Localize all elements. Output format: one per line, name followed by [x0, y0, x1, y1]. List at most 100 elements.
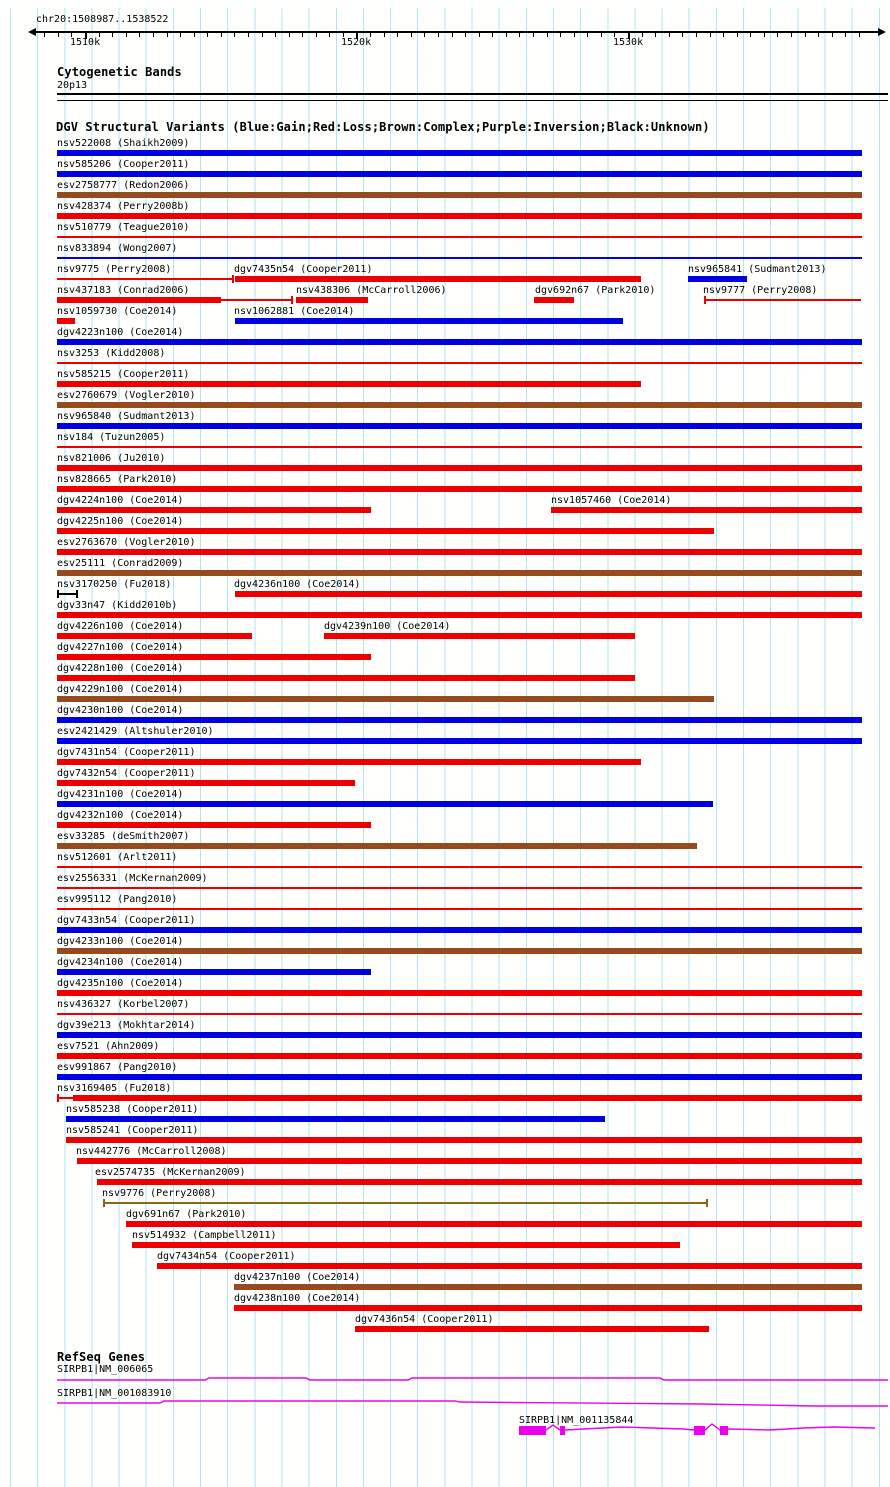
- variant-bar[interactable]: [57, 780, 355, 786]
- ruler-minor-tick: [505, 33, 507, 37]
- variant-bar[interactable]: [73, 1095, 862, 1101]
- variant-bar[interactable]: [57, 843, 697, 849]
- variant-bar[interactable]: [57, 738, 862, 744]
- ruler-minor-tick: [98, 33, 100, 37]
- variant-bar[interactable]: [57, 423, 862, 429]
- variant-end-tick[interactable]: [291, 296, 293, 304]
- variant-label: dgv4224n100 (Coe2014): [57, 495, 184, 506]
- variant-bar[interactable]: [234, 1284, 862, 1290]
- variant-bar[interactable]: [355, 1326, 709, 1332]
- variant-line[interactable]: [57, 1097, 73, 1099]
- variant-bar[interactable]: [534, 297, 574, 303]
- variant-bar[interactable]: [57, 675, 635, 681]
- ruler-minor-tick: [763, 33, 765, 37]
- variant-bar[interactable]: [57, 570, 862, 576]
- ruler-minor-tick: [180, 33, 181, 37]
- variant-bar[interactable]: [57, 822, 371, 828]
- variant-bar[interactable]: [57, 528, 714, 534]
- ruler-minor-tick: [370, 33, 372, 37]
- ruler-minor-tick: [247, 33, 249, 37]
- variant-line[interactable]: [704, 299, 861, 301]
- variant-bar[interactable]: [57, 696, 714, 702]
- variant-line[interactable]: [57, 278, 233, 280]
- variant-bar[interactable]: [57, 192, 862, 198]
- variant-bar[interactable]: [57, 402, 862, 408]
- variant-bar[interactable]: [296, 297, 368, 303]
- variant-end-tick[interactable]: [706, 1199, 708, 1207]
- variant-end-tick[interactable]: [57, 1094, 59, 1102]
- ruler-minor-tick: [845, 33, 847, 37]
- variant-bar[interactable]: [57, 150, 862, 156]
- variant-line[interactable]: [57, 362, 862, 364]
- variant-bar[interactable]: [57, 717, 862, 723]
- variant-bar[interactable]: [126, 1221, 862, 1227]
- variant-label: nsv821006 (Ju2010): [57, 453, 166, 464]
- variant-bar[interactable]: [66, 1137, 862, 1143]
- variant-label: nsv1059730 (Coe2014): [57, 306, 178, 317]
- variant-bar[interactable]: [57, 171, 862, 177]
- variant-line[interactable]: [57, 446, 862, 448]
- ruler-minor-tick: [71, 33, 73, 37]
- variant-bar[interactable]: [688, 276, 747, 282]
- variant-bar[interactable]: [57, 318, 75, 324]
- variant-line[interactable]: [57, 236, 862, 238]
- variant-line[interactable]: [57, 887, 862, 889]
- variant-bar[interactable]: [235, 318, 623, 324]
- variant-bar[interactable]: [235, 591, 862, 597]
- variant-bar[interactable]: [57, 990, 862, 996]
- variant-bar[interactable]: [77, 1158, 862, 1164]
- variant-bar[interactable]: [57, 486, 862, 492]
- variant-label: dgv4226n100 (Coe2014): [57, 621, 184, 632]
- ruler-minor-tick: [519, 33, 521, 37]
- variant-label: nsv965841 (Sudmant2013): [688, 264, 827, 275]
- variant-bar[interactable]: [57, 801, 713, 807]
- variant-bar[interactable]: [57, 969, 371, 975]
- variant-bar[interactable]: [157, 1263, 862, 1269]
- variant-bar[interactable]: [57, 948, 862, 954]
- variant-bar[interactable]: [57, 465, 862, 471]
- variant-bar[interactable]: [57, 1032, 862, 1038]
- variant-label: esv2763670 (Vogler2010): [57, 537, 196, 548]
- ruler-minor-tick: [682, 33, 684, 37]
- variant-bar[interactable]: [97, 1179, 862, 1185]
- variant-line[interactable]: [103, 1202, 707, 1204]
- variant-line[interactable]: [57, 866, 862, 868]
- variant-label: dgv4231n100 (Coe2014): [57, 789, 184, 800]
- ruler-minor-tick: [383, 33, 385, 37]
- variant-line[interactable]: [57, 908, 862, 910]
- variant-end-tick[interactable]: [103, 1199, 105, 1207]
- variant-bar[interactable]: [324, 633, 635, 639]
- variant-label: esv25111 (Conrad2009): [57, 558, 184, 569]
- variant-bar[interactable]: [57, 633, 252, 639]
- ruler-minor-tick: [288, 33, 290, 37]
- variant-bar[interactable]: [57, 213, 862, 219]
- variant-bar[interactable]: [57, 381, 641, 387]
- variant-line[interactable]: [57, 593, 77, 595]
- variant-label: dgv4229n100 (Coe2014): [57, 684, 184, 695]
- variant-bar[interactable]: [57, 612, 862, 618]
- variant-bar[interactable]: [57, 654, 371, 660]
- variant-bar[interactable]: [66, 1116, 605, 1122]
- variant-bar[interactable]: [57, 297, 221, 303]
- variant-line[interactable]: [57, 257, 862, 259]
- variant-bar[interactable]: [235, 276, 641, 282]
- variant-bar[interactable]: [551, 507, 862, 513]
- variant-end-tick[interactable]: [76, 590, 78, 598]
- variant-bar[interactable]: [57, 1053, 862, 1059]
- variant-bar[interactable]: [57, 1074, 862, 1080]
- variant-line[interactable]: [57, 1013, 862, 1015]
- variant-bar[interactable]: [57, 549, 862, 555]
- variant-label: nsv9777 (Perry2008): [703, 285, 818, 296]
- variant-line[interactable]: [221, 299, 292, 301]
- variant-bar[interactable]: [57, 339, 862, 345]
- variant-bar[interactable]: [234, 1305, 862, 1311]
- variant-end-tick[interactable]: [57, 590, 59, 598]
- variant-end-tick[interactable]: [232, 275, 234, 283]
- variant-bar[interactable]: [132, 1242, 680, 1248]
- ruler-minor-tick: [641, 33, 643, 37]
- variant-bar[interactable]: [57, 507, 371, 513]
- variant-bar[interactable]: [57, 927, 862, 933]
- variant-end-tick[interactable]: [704, 296, 706, 304]
- ruler-minor-tick: [329, 33, 331, 37]
- variant-bar[interactable]: [57, 759, 641, 765]
